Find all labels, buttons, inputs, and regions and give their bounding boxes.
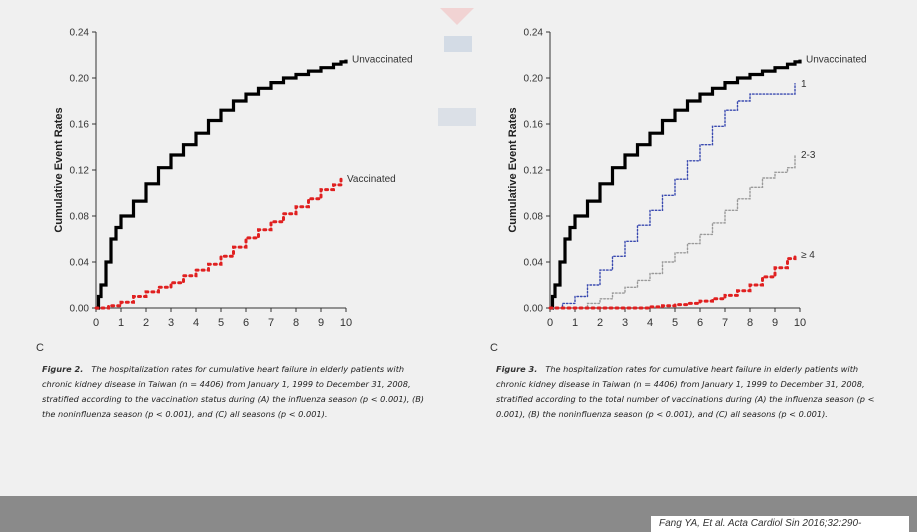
x-tick-label: 1 — [118, 317, 124, 329]
caption-text: The hospitalization rates for cumulative… — [496, 364, 875, 419]
series-label-vaccinated: Vaccinated — [347, 174, 396, 185]
x-tick-label: 5 — [218, 317, 224, 329]
x-tick-label: 9 — [772, 317, 778, 329]
series-line-unvaccinated — [96, 59, 348, 310]
series-line-unvaccinated — [550, 59, 802, 310]
x-tick-label: 4 — [193, 317, 199, 329]
y-tick-label: 0.04 — [524, 258, 544, 269]
caption-label: Figure 2. — [42, 364, 84, 374]
x-tick-label: 7 — [268, 317, 274, 329]
x-tick-label: 10 — [340, 317, 352, 329]
y-tick-label: 0.20 — [70, 74, 90, 85]
series-line-vaccinated — [94, 177, 343, 310]
y-tick-label: 0.16 — [524, 120, 544, 131]
y-axis-label: Cumulative Event Rates — [53, 107, 65, 232]
watermark-logo — [432, 0, 482, 130]
series-label-2-3: 2-3 — [801, 150, 816, 161]
x-tick-label: 8 — [747, 317, 753, 329]
footer-citation: Fang YA, Et al. Acta Cardiol Sin 2016;32… — [651, 516, 909, 532]
series-line-1 — [549, 83, 796, 309]
x-tick-label: 8 — [293, 317, 299, 329]
y-tick-label: 0.12 — [70, 166, 90, 177]
y-tick-label: 0.08 — [70, 212, 90, 223]
y-tick-label: 0.04 — [70, 258, 90, 269]
y-tick-label: 0.24 — [524, 28, 544, 39]
y-tick-label: 0.16 — [70, 120, 90, 131]
caption-figure3: Figure 3. The hospitalization rates for c… — [496, 362, 886, 422]
x-tick-label: 10 — [794, 317, 806, 329]
y-tick-label: 0.08 — [524, 212, 544, 223]
series-label-unvaccinated: Unvaccinated — [806, 55, 867, 66]
y-tick-label: 0.12 — [524, 166, 544, 177]
y-tick-label: 0.00 — [70, 304, 90, 315]
y-tick-label: 0.00 — [524, 304, 544, 315]
chart-panel-figure2: 0.00 0.04 0.08 0.12 0.16 0.20 0.24 0 1 2 3 4 5 6 7 8 9 10… — [8, 0, 458, 340]
panel-letter-right: C — [490, 342, 498, 354]
panel-letter-left: C — [36, 342, 44, 354]
series-label-4: ≥ 4 — [801, 250, 815, 261]
chart-figure2: 0.00 0.04 0.08 0.12 0.16 0.20 0.24 0 1 2 3 4 5 6 7 8 9 10… — [53, 28, 413, 330]
x-tick-label: 0 — [547, 317, 553, 329]
x-tick-label: 0 — [93, 317, 99, 329]
caption-text: The hospitalization rates for cumulative… — [42, 364, 425, 419]
x-tick-label: 3 — [622, 317, 628, 329]
chart-panel-figure3: 0.00 0.04 0.08 0.12 0.16 0.20 0.24 0 1 2 3 4 5 6 7 8 9 10… — [462, 0, 912, 340]
series-line-4 — [548, 253, 797, 310]
y-axis-label: Cumulative Event Rates — [507, 107, 519, 232]
x-tick-label: 5 — [672, 317, 678, 329]
y-tick-label: 0.20 — [524, 74, 544, 85]
footer-bar: Fang YA, Et al. Acta Cardiol Sin 2016;32… — [0, 496, 917, 532]
x-tick-label: 1 — [572, 317, 578, 329]
x-tick-label: 2 — [597, 317, 603, 329]
series-line-2-3 — [549, 154, 796, 309]
x-tick-label: 4 — [647, 317, 653, 329]
x-tick-label: 6 — [697, 317, 703, 329]
y-tick-label: 0.24 — [70, 28, 90, 39]
caption-figure2: Figure 2. The hospitalization rates for c… — [42, 362, 432, 422]
x-tick-label: 3 — [168, 317, 174, 329]
chart-figure3: 0.00 0.04 0.08 0.12 0.16 0.20 0.24 0 1 2 3 4 5 6 7 8 9 10… — [507, 28, 867, 330]
x-tick-label: 9 — [318, 317, 324, 329]
x-tick-label: 2 — [143, 317, 149, 329]
x-tick-label: 6 — [243, 317, 249, 329]
caption-label: Figure 3. — [496, 364, 538, 374]
series-label-unvaccinated: Unvaccinated — [352, 55, 413, 66]
series-label-1: 1 — [801, 79, 807, 90]
x-tick-label: 7 — [722, 317, 728, 329]
